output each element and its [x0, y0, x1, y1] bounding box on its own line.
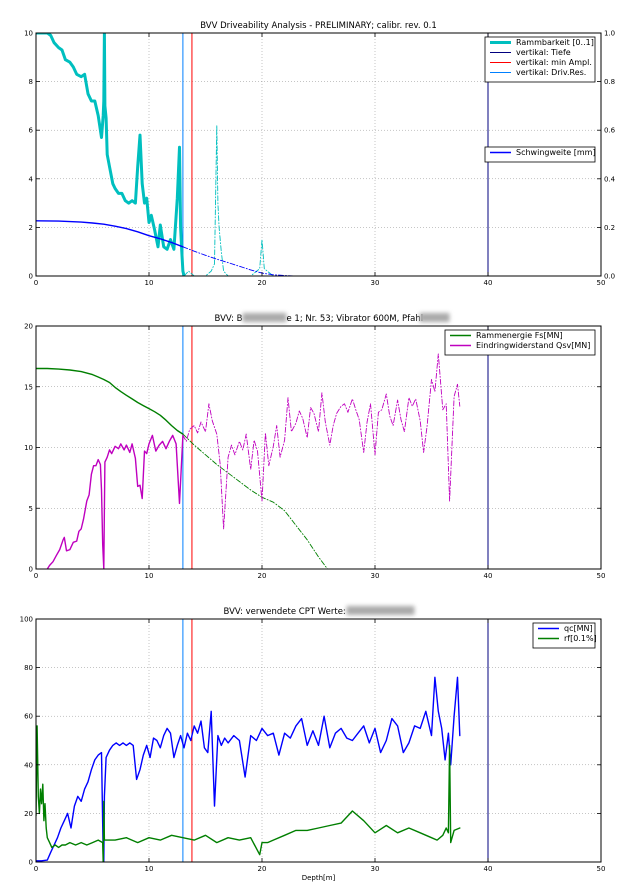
x-tick-label: 40 — [484, 865, 493, 873]
x-tick-label: 40 — [484, 279, 493, 287]
series-line-3 — [46, 434, 184, 569]
x-tick-label: 10 — [145, 865, 154, 873]
redaction-blur — [419, 313, 450, 322]
y2-tick-label: 0.4 — [604, 175, 616, 183]
series-line-1 — [36, 33, 186, 276]
y-tick-label: 100 — [20, 616, 33, 624]
x-tick-label: 20 — [258, 279, 267, 287]
legend-label: Rammbarkeit [0..1] — [516, 38, 594, 47]
x-tick-label: 20 — [258, 865, 267, 873]
chart-title: BVV Driveability Analysis - PRELIMINARY;… — [200, 21, 437, 31]
plot-content — [36, 326, 489, 569]
legend-secondary: Schwingweite [mm] — [484, 146, 596, 163]
y-tick-label: 8 — [29, 78, 33, 86]
chart-title: BVV: verwendete CPT Werte: — [224, 606, 415, 617]
y-tick-label: 2 — [29, 224, 33, 232]
series-line-2 — [36, 725, 461, 862]
legend: Rammenergie Fs[MN]Eindringwiderstand Qsv… — [444, 329, 596, 356]
y-tick-label: 15 — [24, 383, 33, 391]
x-tick-label: 30 — [371, 572, 380, 580]
chart-title: BVV: B e 1; Nr. 53; Vibrator 600M, Pfahl — [215, 313, 450, 324]
legend-box — [484, 146, 596, 163]
x-tick-label: 50 — [597, 279, 606, 287]
legend-label: Rammenergie Fs[MN] — [476, 331, 563, 340]
y2-tick-label: 0.8 — [604, 78, 615, 86]
legend-label: vertikal: min Ampl. — [516, 58, 592, 67]
y-tick-label: 0 — [29, 566, 33, 574]
y-tick-label: 10 — [24, 444, 33, 452]
series-line-3 — [36, 220, 184, 248]
redaction-blur — [242, 313, 287, 322]
x-tick-label: 10 — [145, 279, 154, 287]
chart-title-part: e 1; Nr. 53; Vibrator 600M, Pfahl — [287, 314, 424, 324]
legend-box — [444, 329, 596, 356]
y-tick-label: 20 — [24, 810, 33, 818]
chart-panel-3: 0 10 20 30 40 50 0 20 40 60 80 100 BVV: verwendete C… — [20, 606, 606, 882]
y-tick-label: 5 — [29, 505, 33, 513]
y-tick-label: 20 — [24, 323, 33, 331]
legend: Rammbarkeit [0..1]vertikal: Tiefevertika… — [484, 36, 596, 83]
plot-frame — [35, 618, 602, 863]
legend-label: Eindringwiderstand Qsv[MN] — [476, 341, 590, 350]
series-line-2 — [183, 124, 461, 276]
x-tick-label: 50 — [597, 572, 606, 580]
y-tick-label: 10 — [24, 30, 33, 38]
y-tick-label: 0 — [29, 273, 33, 281]
plot-content — [36, 619, 489, 862]
x-tick-label: 40 — [484, 572, 493, 580]
y2-tick-label: 0.0 — [604, 273, 615, 281]
y2-tick-label: 0.2 — [604, 224, 615, 232]
y-tick-label: 60 — [24, 713, 33, 721]
plot-frame — [35, 32, 602, 277]
x-tick-label: 0 — [34, 572, 38, 580]
series-line-2 — [182, 433, 461, 569]
x-tick-label: 0 — [34, 279, 38, 287]
y-tick-label: 4 — [29, 175, 34, 183]
x-tick-label: 50 — [597, 865, 606, 873]
series-line-4 — [182, 353, 461, 530]
x-tick-label: 30 — [371, 865, 380, 873]
y-tick-label: 80 — [24, 664, 33, 672]
series-line-1 — [36, 367, 184, 435]
y2-tick-label: 1.0 — [604, 30, 615, 38]
legend-label: vertikal: Driv.Res. — [516, 68, 586, 77]
y2-tick-label: 0.6 — [604, 127, 616, 135]
chart-title-part: BVV: B — [215, 314, 243, 324]
plot-area — [36, 619, 601, 862]
legend-label: vertikal: Tiefe — [516, 48, 571, 57]
legend-box — [532, 622, 596, 649]
y-tick-label: 40 — [24, 761, 33, 769]
x-axis-label: Depth[m] — [302, 874, 336, 882]
legend-label: Schwingweite [mm] — [516, 148, 596, 157]
legend-label: qc[MN] — [564, 624, 593, 633]
y-tick-label: 6 — [29, 127, 34, 135]
x-tick-label: 20 — [258, 572, 267, 580]
redaction-blur — [346, 606, 415, 615]
y-tick-label: 0 — [29, 859, 33, 867]
legend-box — [484, 36, 596, 83]
series-line-1 — [36, 676, 461, 862]
chart-panel-2: 0 10 20 30 40 50 0 5 10 15 20 BVV: B e 1; Nr. 53; Vi… — [24, 313, 605, 580]
legend-label: rf[0.1%] — [564, 634, 597, 643]
legend: qc[MN]rf[0.1%] — [532, 622, 597, 649]
chart-title-part: BVV: verwendete CPT Werte: — [224, 607, 346, 617]
x-tick-label: 0 — [34, 865, 38, 873]
chart-panel-1: 0 10 20 30 40 50 0 2 4 6 8 10 0.0 0.2 0.4 0.6 0.8 1.0 BVV … — [24, 21, 616, 287]
x-tick-label: 30 — [371, 279, 380, 287]
x-tick-label: 10 — [145, 572, 154, 580]
